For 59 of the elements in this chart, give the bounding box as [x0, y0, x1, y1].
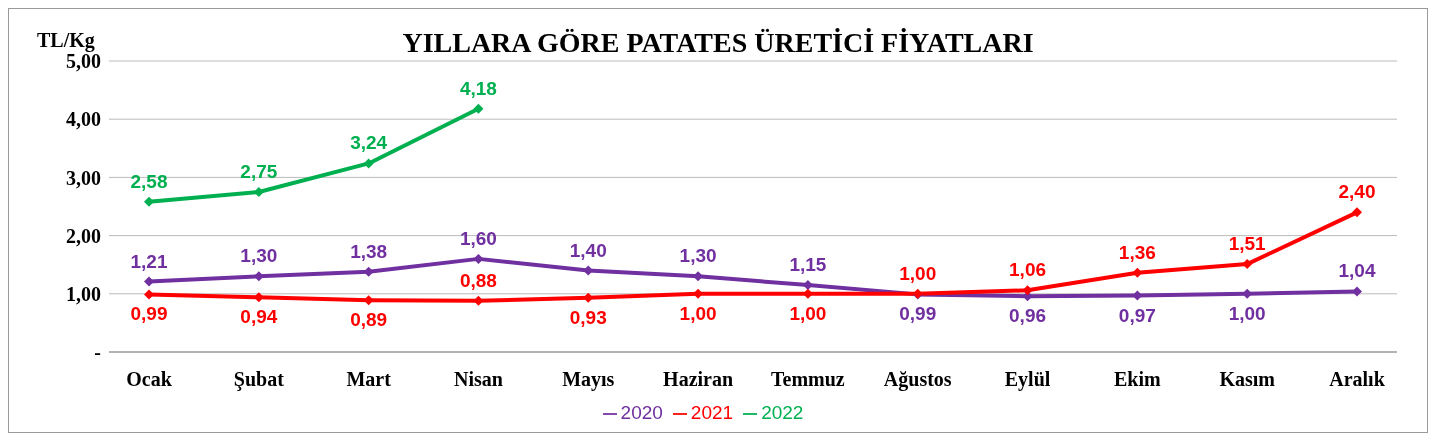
point — [363, 158, 374, 169]
point — [473, 103, 484, 114]
point — [144, 196, 154, 207]
data-label: 1,40 — [569, 239, 607, 261]
x-tick-label: Haziran — [663, 368, 734, 391]
data-label: 1,36 — [1118, 241, 1156, 263]
x-tick-label: Mayıs — [562, 368, 615, 392]
point — [144, 289, 154, 300]
x-tick-label: Kasım — [1219, 368, 1276, 391]
data-label: 0,96 — [1009, 305, 1047, 327]
y-tick-label: 3,00 — [66, 166, 101, 189]
x-tick-label: Ocak — [126, 368, 173, 391]
data-label: 1,21 — [130, 250, 168, 272]
x-tick-label: Eylül — [1004, 368, 1051, 392]
data-label: 2,58 — [130, 170, 168, 192]
data-label: 0,94 — [240, 306, 278, 328]
x-tick-label: Nisan — [454, 368, 503, 391]
data-label: 1,30 — [240, 245, 278, 267]
x-tick-label: Ağustos — [883, 368, 952, 392]
data-label: 1,38 — [350, 240, 388, 262]
data-label: 3,24 — [350, 132, 388, 154]
y-tick-label: 4,00 — [66, 108, 101, 131]
data-label: 0,97 — [1118, 304, 1156, 326]
x-tick-label: Aralık — [1329, 368, 1386, 391]
x-tick-label: Mart — [346, 368, 392, 391]
y-tick-label: - — [94, 341, 101, 364]
legend-label: 2021 — [690, 402, 734, 423]
point — [1242, 259, 1253, 270]
data-label: 0,99 — [899, 303, 937, 325]
data-label: 4,18 — [459, 77, 497, 99]
point — [1352, 286, 1362, 297]
data-label: 1,60 — [459, 227, 497, 249]
chart-title: YILLARA GÖRE PATATES ÜRETİCİ FİYATLARI — [402, 27, 1034, 58]
data-label: 1,04 — [1338, 260, 1376, 282]
legend-label: 2020 — [620, 402, 663, 423]
data-label: 0,99 — [130, 303, 168, 325]
y-tick-label: 2,00 — [66, 224, 101, 247]
data-label: 1,00 — [899, 262, 937, 284]
data-label: 1,15 — [789, 254, 827, 276]
y-axis-title: TL/Kg — [37, 29, 95, 52]
data-label: 0,89 — [350, 309, 388, 331]
point — [473, 253, 484, 264]
x-tick-label: Ekim — [1114, 368, 1162, 391]
data-label: 1,51 — [1228, 233, 1267, 255]
point — [1352, 207, 1362, 218]
data-label: 1,30 — [679, 245, 717, 267]
data-label: 2,75 — [240, 160, 278, 182]
x-tick-label: Şubat — [233, 368, 285, 392]
legend-label: 2022 — [761, 402, 804, 423]
data-label: 1,00 — [789, 302, 827, 324]
point — [144, 276, 154, 287]
x-tick-label: Temmuz — [771, 368, 845, 391]
data-label: 1,00 — [1228, 302, 1266, 324]
data-label: 0,88 — [459, 269, 497, 291]
data-label: 1,06 — [1009, 259, 1047, 281]
y-tick-label: 1,00 — [66, 282, 101, 305]
data-label: 0,93 — [569, 306, 607, 328]
data-label: 1,00 — [679, 302, 717, 324]
data-label: 2,40 — [1338, 181, 1376, 203]
